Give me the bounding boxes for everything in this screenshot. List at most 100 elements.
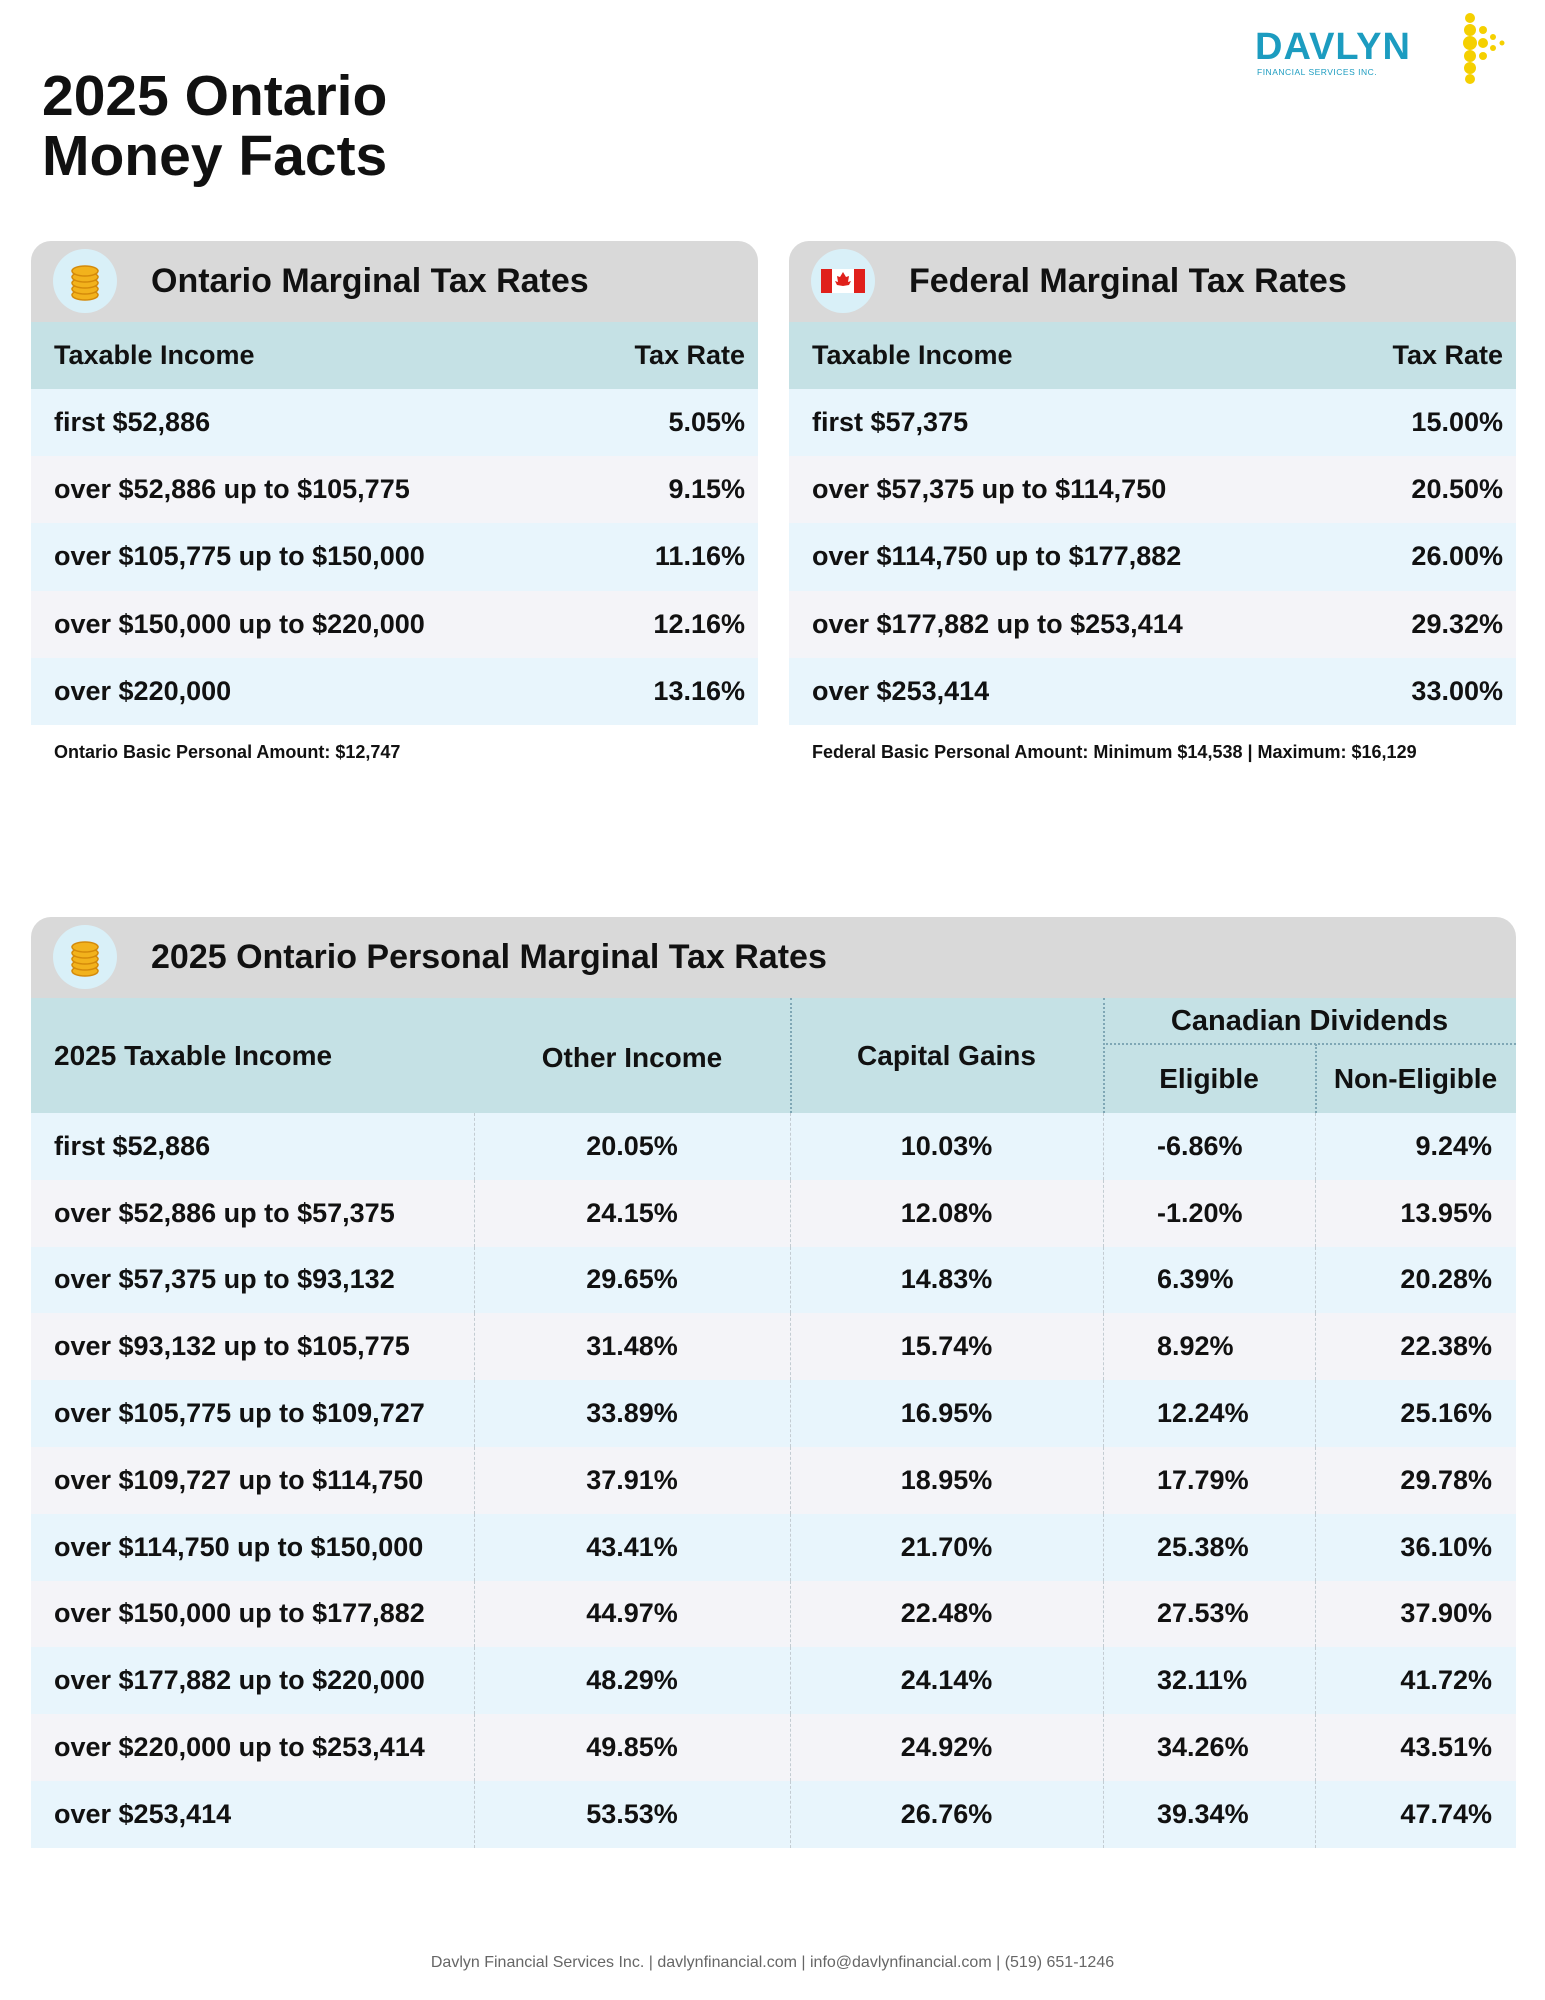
column-divider xyxy=(790,1313,791,1381)
rate-cell: 24.15% xyxy=(586,1197,678,1228)
table-row: over $220,000 13.16% xyxy=(31,657,758,725)
column-header: Other Income xyxy=(541,1042,723,1073)
rate-cell: 12.24% xyxy=(1157,1398,1249,1429)
income-cell: over $52,886 up to $57,375 xyxy=(54,1197,395,1228)
panel-title: 2025 Ontario Personal Marginal Tax Rates xyxy=(151,938,827,976)
rate-cell: 18.95% xyxy=(900,1464,993,1495)
rate-cell: 41.72% xyxy=(1400,1665,1492,1696)
rate-cell: 25.16% xyxy=(1400,1398,1492,1429)
rate-cell: 9.15% xyxy=(668,474,745,505)
column-divider xyxy=(1103,1513,1104,1581)
income-cell: over $114,750 up to $150,000 xyxy=(54,1531,424,1562)
rate-cell: 37.90% xyxy=(1400,1598,1492,1629)
column-divider xyxy=(1103,1246,1104,1314)
column-divider xyxy=(790,1513,791,1581)
rate-cell: 29.65% xyxy=(586,1264,678,1295)
rate-cell: 16.95% xyxy=(900,1398,993,1429)
group-header: Canadian Dividends xyxy=(1170,1004,1449,1037)
income-cell: over $57,375 up to $93,132 xyxy=(54,1264,395,1295)
income-cell: over $253,414 xyxy=(54,1798,232,1829)
panel-title: Federal Marginal Tax Rates xyxy=(909,262,1347,300)
panel-title: Ontario Marginal Tax Rates xyxy=(151,262,589,300)
column-divider xyxy=(1315,1714,1316,1781)
income-cell: over $52,886 up to $105,775 xyxy=(54,474,410,505)
column-divider xyxy=(474,1113,475,1180)
table-row: over $220,000 up to $253,414 49.85% 24.92%… xyxy=(31,1714,1516,1781)
column-header: 2025 Taxable Income xyxy=(54,1039,333,1071)
column-divider xyxy=(474,1380,475,1447)
title-line: Money Facts xyxy=(42,124,388,188)
rate-cell: -1.20% xyxy=(1157,1197,1243,1228)
rate-cell: 24.92% xyxy=(900,1732,993,1763)
column-divider xyxy=(1315,1781,1316,1848)
table-row: over $57,375 up to $93,132 29.65% 14.83% 6.… xyxy=(31,1246,1516,1314)
column-divider xyxy=(474,1447,475,1514)
rate-cell: 26.76% xyxy=(900,1798,993,1829)
column-divider xyxy=(790,1113,791,1180)
column-divider xyxy=(474,1179,475,1247)
column-header: Tax Rate xyxy=(634,340,745,370)
panel-header: Federal Marginal Tax Rates xyxy=(789,241,1516,322)
rate-cell: 43.51% xyxy=(1400,1732,1492,1763)
column-header: Capital Gains xyxy=(857,1039,1036,1071)
income-cell: over $220,000 xyxy=(54,675,232,706)
column-header-row: Taxable Income Tax Rate xyxy=(789,322,1516,389)
table-row: over $114,750 up to $177,882 26.00% xyxy=(789,523,1516,591)
rate-cell: 12.16% xyxy=(653,608,745,639)
income-cell: over $253,414 xyxy=(812,675,990,706)
column-divider xyxy=(1315,1246,1316,1314)
rate-cell: 34.26% xyxy=(1157,1732,1249,1763)
rate-cell: 29.78% xyxy=(1400,1464,1492,1495)
column-header: Tax Rate xyxy=(1392,340,1503,370)
rate-cell: 15.00% xyxy=(1411,407,1503,437)
rate-cell: 43.41% xyxy=(586,1531,678,1562)
tax-panel: Federal Marginal Tax Rates Taxable Income… xyxy=(789,241,1516,725)
income-cell: first $52,886 xyxy=(54,1130,211,1161)
column-divider xyxy=(1315,1447,1316,1514)
rate-cell: 20.28% xyxy=(1400,1264,1492,1295)
column-divider xyxy=(1315,1113,1316,1180)
column-divider xyxy=(1103,1380,1104,1447)
column-divider xyxy=(474,1246,475,1314)
icon xyxy=(53,249,117,313)
column-divider xyxy=(790,1447,791,1514)
icon xyxy=(53,925,117,989)
table-row: first $57,375 15.00% xyxy=(789,389,1516,457)
page-title: 2025 Ontario Money Facts xyxy=(42,66,387,186)
rate-cell: 14.83% xyxy=(900,1264,993,1295)
column-header-row: Taxable Income Tax Rate xyxy=(31,322,758,389)
income-cell: over $150,000 up to $220,000 xyxy=(54,608,425,639)
rate-cell: 21.70% xyxy=(900,1531,993,1562)
column-header: Eligible xyxy=(1159,1062,1259,1094)
rate-cell: 48.29% xyxy=(586,1665,678,1696)
column-divider xyxy=(474,1580,475,1648)
column-divider xyxy=(1315,1179,1316,1247)
column-divider xyxy=(1315,1513,1316,1581)
rate-cell: 13.16% xyxy=(653,675,745,706)
rate-cell: 36.10% xyxy=(1400,1531,1492,1562)
column-divider xyxy=(790,1781,791,1848)
table-row: over $105,775 up to $109,727 33.89% 16.95%… xyxy=(31,1380,1516,1447)
logo-dots xyxy=(1463,13,1505,84)
column-divider xyxy=(1103,1113,1104,1180)
column-divider xyxy=(474,1647,475,1715)
column-divider xyxy=(790,1647,791,1715)
income-cell: over $114,750 up to $177,882 xyxy=(812,541,1182,572)
rate-cell: -6.86% xyxy=(1157,1130,1243,1161)
logo: DAVLYN FINANCIAL SERVICES INC. xyxy=(1255,10,1515,85)
column-header: Non-Eligible xyxy=(1333,1062,1498,1094)
income-cell: over $150,000 up to $177,882 xyxy=(54,1598,425,1629)
rate-cell: 25.38% xyxy=(1157,1531,1249,1562)
column-divider xyxy=(790,1246,791,1314)
table-row: first $52,886 5.05% xyxy=(31,389,758,457)
rate-cell: 8.92% xyxy=(1157,1331,1234,1362)
logo-subtitle: FINANCIAL SERVICES INC. xyxy=(1257,67,1378,77)
rate-cell: 10.03% xyxy=(900,1130,993,1161)
table-row: over $150,000 up to $177,882 44.97% 22.48%… xyxy=(31,1580,1516,1648)
panel-header: 2025 Ontario Personal Marginal Tax Rates xyxy=(31,917,1516,998)
column-divider xyxy=(1315,1380,1316,1447)
rate-cell: 24.14% xyxy=(900,1665,993,1696)
rate-cell: 22.38% xyxy=(1400,1331,1492,1362)
income-cell: first $52,886 xyxy=(54,407,211,437)
